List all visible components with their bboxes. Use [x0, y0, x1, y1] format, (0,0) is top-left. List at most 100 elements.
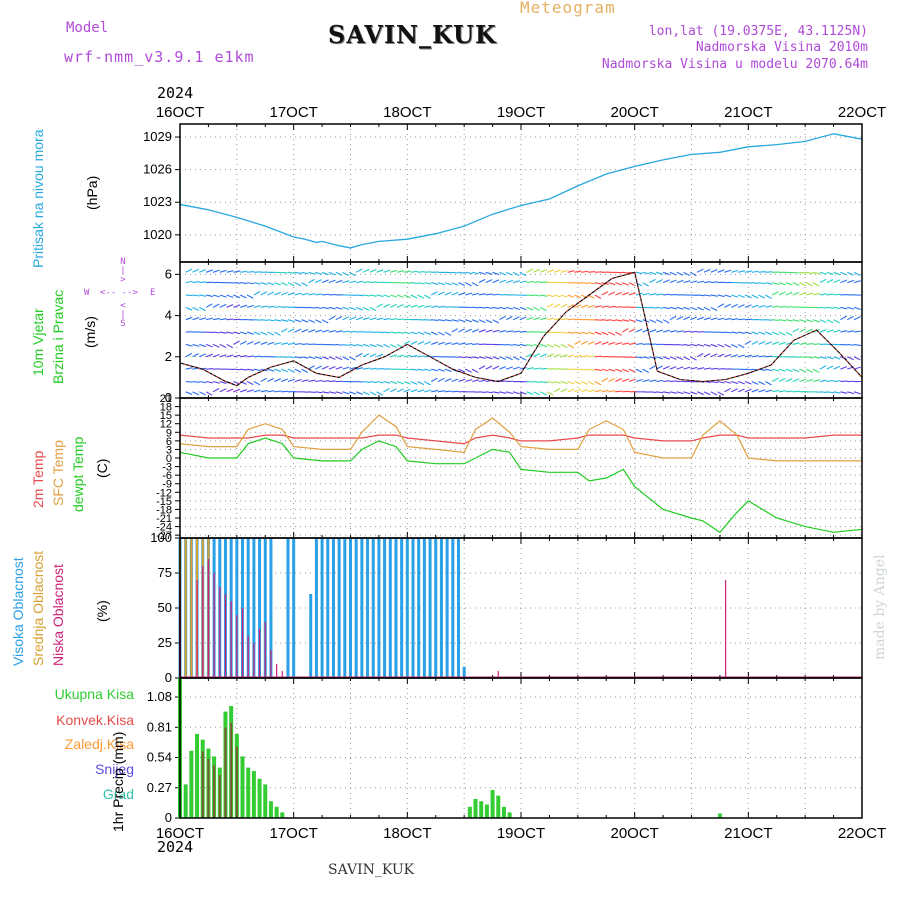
wind-barb — [403, 340, 411, 345]
wind-barb — [846, 271, 854, 276]
wind-barb — [710, 294, 718, 297]
wind-barb — [526, 294, 534, 297]
wind-barb — [444, 319, 452, 322]
wind-barb — [410, 381, 418, 385]
wind-barb — [253, 381, 261, 386]
wind-barb — [383, 269, 391, 273]
wind-barb — [362, 317, 370, 321]
wind-barb — [778, 319, 787, 322]
wind-barb — [260, 341, 268, 345]
wind-barb — [785, 378, 793, 383]
wind-barb — [335, 271, 343, 276]
wind-barb — [512, 271, 520, 276]
wind-barb — [430, 331, 438, 336]
precip-bar — [268, 801, 273, 818]
wind-barb — [253, 355, 261, 358]
y-tick-label: 0.54 — [147, 750, 172, 765]
wind-barb — [226, 294, 234, 298]
wind-barb — [799, 356, 807, 359]
wind-barb — [287, 342, 295, 345]
wind-barb — [424, 341, 432, 345]
wind-barb — [328, 279, 336, 284]
wind-barb — [315, 319, 322, 324]
wind-barb — [431, 341, 438, 345]
wind-barb — [778, 341, 786, 345]
high-cloud-bar — [400, 538, 404, 678]
convective-bar — [224, 727, 227, 818]
wind-barb — [328, 315, 336, 321]
wind-barb — [853, 330, 862, 333]
wind-barb — [792, 292, 800, 296]
wind-barb — [533, 380, 541, 383]
wind-barb — [621, 368, 629, 373]
wind-barb — [853, 366, 861, 370]
wind-barb — [696, 306, 704, 311]
wind-barb — [663, 293, 671, 296]
x-tick-label-bottom: 21OCT — [724, 825, 772, 842]
mid-cloud-bar — [190, 538, 193, 678]
wind-barb — [656, 379, 664, 383]
wind-barb — [185, 343, 193, 347]
wind-barb — [369, 306, 377, 312]
precip-bar — [251, 770, 256, 818]
wind-barb — [478, 306, 486, 309]
wind-barb — [656, 329, 664, 333]
wind-barb — [328, 343, 336, 346]
wind-barb — [540, 353, 547, 358]
wind-barb — [321, 271, 329, 276]
wind-barb — [615, 342, 623, 345]
wind-barb — [621, 378, 629, 383]
convective-bar — [235, 746, 238, 818]
wind-barb — [485, 271, 493, 275]
wind-barb — [376, 331, 384, 334]
wind-barb — [403, 294, 411, 299]
wind-barb — [806, 282, 813, 287]
wind-barb — [840, 380, 848, 383]
precip-bar — [263, 784, 268, 818]
wind-barb — [315, 279, 322, 284]
wind-barb — [662, 365, 670, 370]
wind-barb — [246, 282, 255, 285]
y-tick-label: 100 — [150, 530, 172, 545]
wind-barb — [628, 368, 636, 373]
wind-barb — [546, 343, 554, 348]
wind-barb — [812, 379, 821, 383]
wind-barb — [274, 331, 281, 336]
wind-barb — [212, 343, 220, 348]
high-cloud-bar — [349, 538, 352, 678]
wind-barb — [417, 294, 425, 299]
wind-barb — [813, 356, 821, 359]
wind-barb — [485, 293, 493, 296]
wind-barb — [560, 388, 568, 393]
wind-barb — [792, 319, 800, 322]
wind-barb — [424, 282, 432, 285]
wind-barb — [212, 317, 220, 321]
high-cloud-bar — [445, 538, 449, 678]
wind-barb — [451, 282, 459, 286]
wind-barb — [621, 328, 629, 333]
wind-barb — [417, 355, 425, 358]
wind-barb — [526, 306, 534, 311]
wind-barb — [601, 389, 609, 393]
wind-barb — [226, 343, 234, 349]
wind-barb — [294, 328, 302, 333]
wind-barb — [737, 380, 745, 385]
wind-barb — [567, 294, 575, 298]
wind-barb — [574, 294, 582, 299]
wind-barb — [642, 379, 650, 383]
wind-barb — [233, 282, 241, 284]
wind-barb — [587, 355, 596, 358]
wind-barb — [662, 306, 671, 310]
wind-barb — [192, 317, 200, 321]
high-cloud-bar — [252, 538, 256, 678]
wind-barb — [505, 271, 513, 276]
wind-barb — [710, 306, 718, 312]
wind-barb — [383, 294, 391, 298]
wind-barb — [717, 303, 724, 308]
wind-barb — [239, 340, 247, 345]
wind-barb — [819, 293, 827, 296]
wind-barb — [410, 368, 418, 371]
wind-barb — [826, 391, 834, 394]
wind-barb — [471, 379, 480, 383]
wind-barb — [226, 331, 234, 334]
